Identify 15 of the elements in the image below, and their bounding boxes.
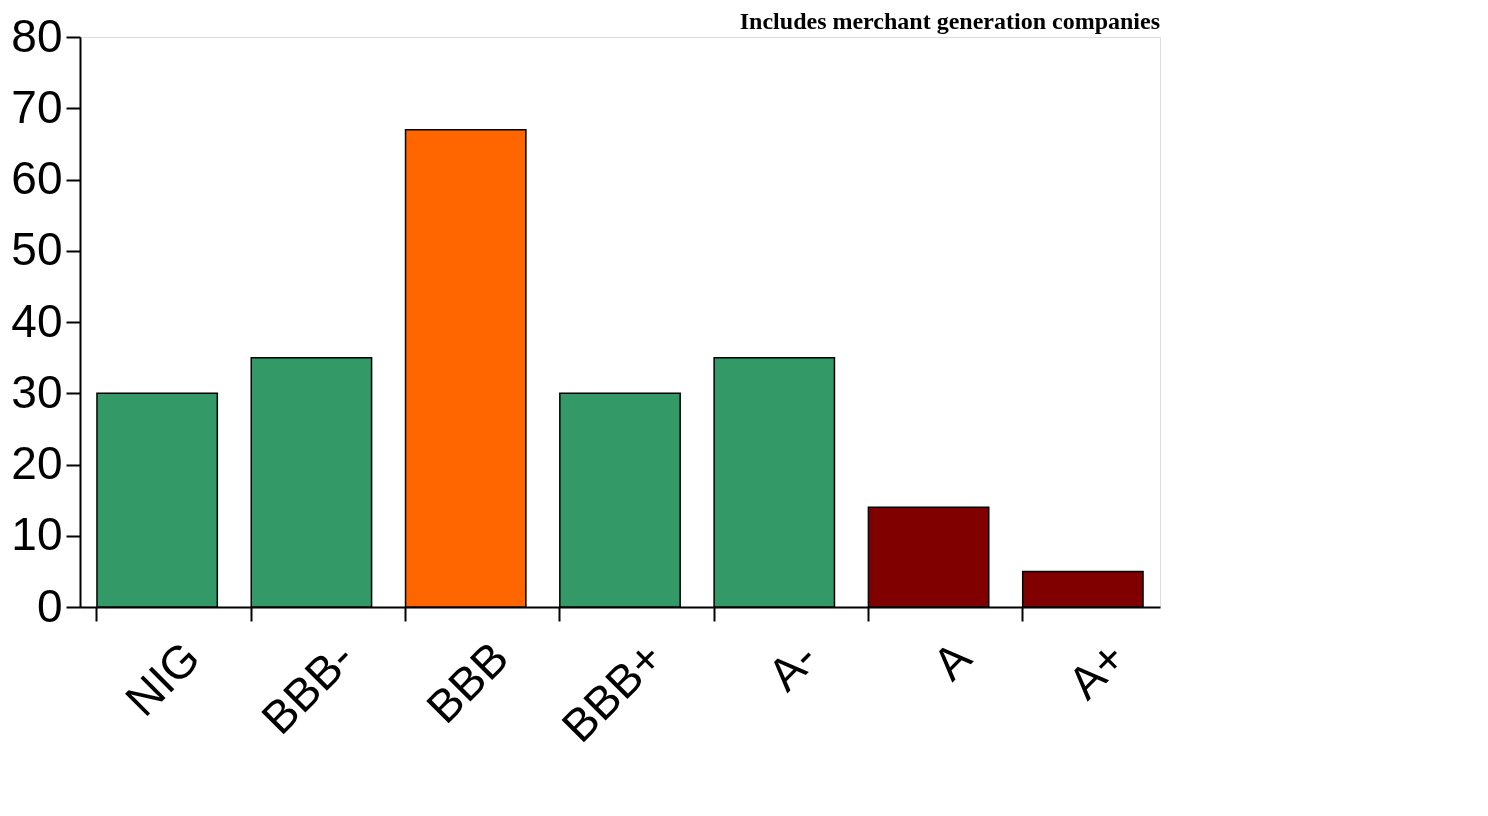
y-tick-label: 80 <box>11 9 63 62</box>
x-tick-label: A <box>922 631 982 690</box>
y-tick-label: 10 <box>11 508 63 561</box>
y-tick-label: 60 <box>11 152 63 204</box>
y-tick-label: 0 <box>36 579 63 632</box>
y-tick-label: 30 <box>11 365 63 418</box>
text: Includes merchant generation companies <box>739 8 1160 34</box>
y-tick-label: 70 <box>11 80 63 133</box>
x-tick-label: A- <box>757 631 827 701</box>
x-tick-label: A+ <box>1057 631 1136 709</box>
x-tick-label: BBB <box>416 631 519 734</box>
y-tick-label: 40 <box>11 294 63 347</box>
y-tick-label: 50 <box>11 223 63 276</box>
y-tick-label: 20 <box>11 437 63 489</box>
x-tick-label: NIG <box>115 631 210 726</box>
